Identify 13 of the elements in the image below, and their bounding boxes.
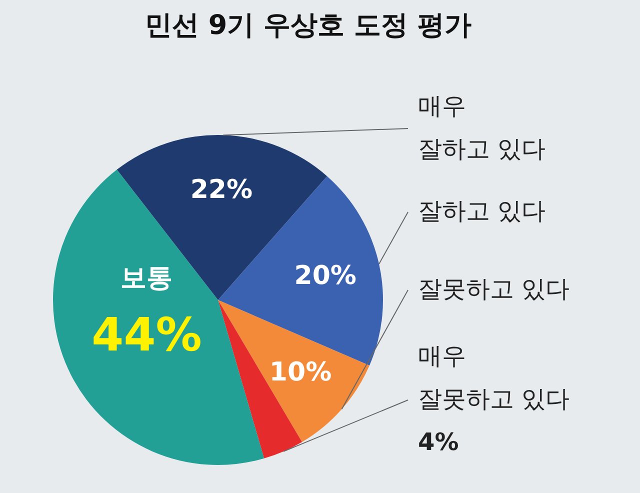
slice-label: 잘못하고 있다: [418, 275, 570, 303]
data-label: 22%: [190, 175, 253, 206]
slice-label: 보통: [120, 263, 173, 294]
slice-label: 매우 잘하고 있다: [418, 92, 546, 163]
data-label: 10%: [269, 358, 332, 388]
slice-label: 잘하고 있다: [418, 197, 546, 225]
chart-title: 민선 9기 우상호 도정 평가: [145, 10, 472, 41]
pie-slice: [218, 300, 370, 442]
data-label: 20%: [294, 260, 356, 291]
pie-slice: [53, 170, 264, 465]
data-label: 4%: [418, 428, 459, 456]
data-label: 44%: [92, 307, 202, 362]
slice-label: 매우 잘못하고 있다: [418, 342, 570, 413]
